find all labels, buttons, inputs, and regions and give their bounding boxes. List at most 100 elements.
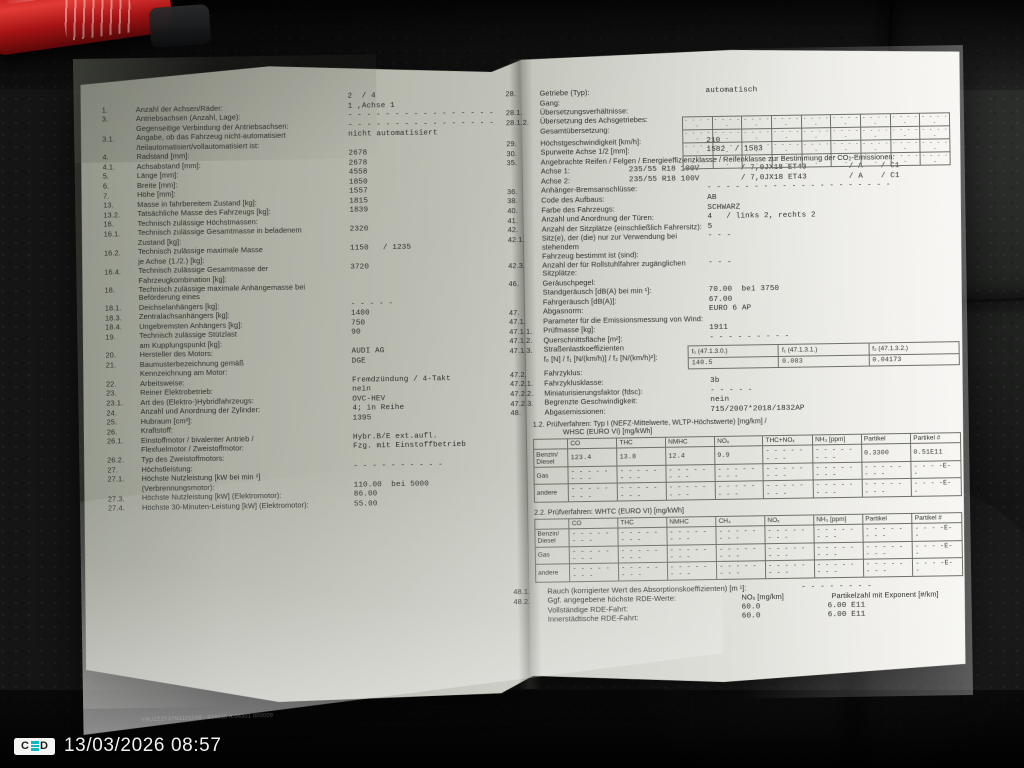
gear-ratio-cell: - - - - - (860, 113, 891, 127)
gear-ratio-cell: - - - - - (741, 128, 772, 142)
emissions-cell: - - - - - - - - (861, 461, 912, 480)
field-number: 25. (106, 417, 118, 427)
emissions-cell: - - - - - - - - (714, 463, 764, 482)
efficiency-class-axle2: / A (848, 172, 864, 181)
rde-urban-nox: 60.0 (741, 612, 761, 621)
field-label: Höchste 30-Minuten-Leistung [kW] (Elektr… (141, 500, 309, 512)
emissions-cell: - - - - - - - - (617, 465, 667, 484)
gear-ratio-cell: - - - - - (890, 138, 921, 153)
right-field-list-c: 47.2. Fahrzyklus: 47.2.1. Fahrzyklusklasse:… (510, 364, 961, 418)
gear-ratio-cell: - - - - - (860, 126, 891, 140)
field-number: 18.1. (104, 303, 122, 313)
field-number (509, 289, 543, 290)
field-number: 27.1. (107, 474, 125, 484)
gear-ratio-cell: - - - - - (771, 127, 802, 142)
right-field-list-b: 36. Anhänger-Bremsanschlüsse: - - - - - - … (507, 181, 959, 346)
emissions-cell: 12.4 (665, 446, 715, 466)
field-number: 18. (104, 285, 116, 295)
gear-ratio-cell: - - - - - (831, 152, 862, 167)
field-number: 27.3. (107, 493, 125, 504)
field-label: Abgasemissionen: (544, 406, 606, 417)
gear-ratio-cell: - - - - - (801, 140, 832, 154)
gear-ratio-cell: - - - - - (712, 115, 742, 130)
field-number: 23.1. (106, 398, 124, 408)
emissions-cell: - - - - - - - - (763, 480, 814, 499)
emissions-cell: - - - - - - - - (618, 527, 668, 546)
field-number: 41. (507, 215, 519, 225)
gear-ratio-cell: - - - - - (801, 153, 832, 167)
field-number: 21. (105, 360, 117, 370)
emissions-cell: - - - - - - - - (765, 525, 815, 544)
field-number: 42.1. (507, 234, 525, 244)
gear-ratio-cell: - - - - - (889, 112, 920, 127)
gear-ratio-cell: - - - - - (919, 112, 950, 126)
field-number: 6. (102, 181, 110, 191)
emissions-cell: - - - -E- - (911, 460, 962, 479)
field-number: 3. (101, 114, 109, 125)
gear-ratio-cell: - - - - - (742, 141, 772, 155)
emissions-cell: 9.9 (714, 446, 764, 465)
field-number: 16.4. (104, 266, 122, 277)
rde-col-head-nox: NOₓ [mg/km] (741, 592, 784, 602)
coc-document-photo: 2 / 4 1. Anzahl der Achsen/Räder: 1 ,Achse… (72, 45, 973, 709)
gear-ratio-cell: - - - - - (771, 114, 802, 129)
field-label: Achse 1: (540, 166, 571, 177)
emissions-cell: - - - - - - - - (666, 481, 716, 501)
timestamp-text: 13/03/2026 08:57 (64, 735, 222, 756)
field-number: 48. (510, 408, 522, 418)
emissions-cell: - - - - - - - - (813, 524, 864, 543)
field-number: 47.2. (509, 369, 527, 380)
emissions-cell: - - - - - - - - (568, 483, 618, 502)
field-number: 18.3. (104, 312, 122, 323)
left-field-list: 1. Anzahl der Achsen/Räder: 1 ,Achse 1 3. An… (102, 100, 504, 513)
field-value: 55.00 (353, 499, 378, 509)
page-indicator-spacer (102, 96, 136, 97)
emissions-cell: - - - - - - - - (618, 562, 668, 581)
gear-ratio-cell: - - - - - (919, 125, 950, 139)
emissions-row-label: Benzin/ Diesel (534, 528, 570, 547)
field-number: 19. (105, 332, 116, 342)
field-number: 26.2. (107, 455, 125, 465)
field-number: 23. (106, 388, 117, 399)
gear-ratio-cell: - - - - - (712, 128, 743, 143)
gear-ratio-table: - - - - -- - - - -- - - - -- - - - -- - … (682, 112, 951, 169)
field-number (107, 446, 141, 447)
field-number: 28. (505, 89, 517, 99)
gear-ratio-cell: - - - - - (801, 127, 832, 141)
emissions-cell: - - - - - - - - (813, 479, 863, 498)
emissions-table-1: CO THC NMHC NOₓ THC+NOₓ NH₃ [ppm] Partikel Part… (533, 432, 962, 503)
field-number: 47.2.1. (510, 379, 534, 389)
field-number: 47.1.1. (509, 326, 533, 336)
emissions-cell: - - - -E- - (912, 522, 963, 541)
gear-ratio-cell: - - - - - (682, 129, 713, 143)
field-number (506, 99, 540, 100)
gear-ratio-cell: - - - - - (920, 138, 951, 152)
emissions-cell: - - - - - - - - (862, 478, 912, 498)
gear-ratio-cell: - - - - - (830, 126, 861, 141)
field-number: 42.3. (508, 261, 526, 271)
field-number (510, 356, 544, 357)
emissions-cell: 13.8 (617, 447, 667, 466)
emissions-cell: - - - - - - - - (569, 528, 619, 547)
field-number: 42. (507, 225, 519, 235)
field-number: 48.1. (513, 586, 531, 597)
ced-logo-letter-c: C (21, 739, 29, 752)
field-number: 26.1. (106, 436, 124, 446)
rde-full-nox: 60.0 (741, 602, 761, 612)
extinguisher-nozzle (148, 3, 212, 49)
field-number (105, 342, 139, 343)
field-number (508, 252, 542, 253)
field-number: 47.1.3. (509, 345, 533, 356)
emissions-cell: - - - - - - - - (568, 465, 618, 485)
gear-ratio-cell: - - - - - (771, 153, 802, 168)
emissions-cell: 123.4 (567, 448, 618, 467)
field-number: 3.1. (102, 133, 115, 144)
ced-logo-bars (30, 741, 39, 751)
field-number: 28.1. (505, 108, 523, 118)
field-number (102, 144, 136, 145)
emissions-cell: - - - - - - - - (863, 540, 913, 560)
roadload-table-wrapper: f₀ (47.1.3.0.) f₁ (47.1.3.1.) f₂ (47.1.3.2… (688, 340, 960, 370)
field-number: 13. (103, 200, 114, 210)
field-number: 20. (105, 350, 117, 361)
gear-ratio-cell: - - - - - (682, 142, 713, 156)
